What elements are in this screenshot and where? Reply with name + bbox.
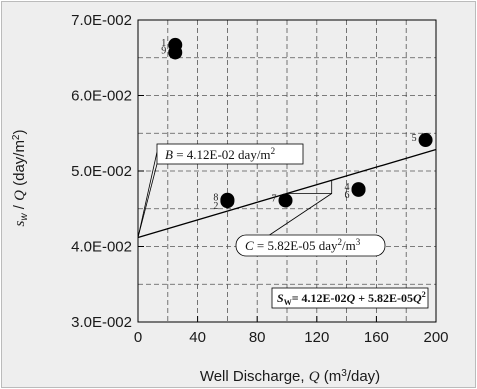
x-tick-label: 160 (364, 329, 389, 346)
x-tick-label: 0 (134, 329, 142, 346)
data-point-label: 7 (272, 193, 277, 204)
x-tick-label: 200 (423, 329, 448, 346)
y-axis-label-s: s (12, 221, 28, 227)
tick-marks (137, 19, 437, 323)
x-axis-label: Well Discharge, Q (m3/day) (200, 368, 380, 385)
y-axis-label-sub: w (19, 213, 30, 221)
c-annotation-var: C (245, 238, 254, 253)
x-axis-label-sup: 3 (341, 368, 347, 379)
c-annotation-text: = 5.82E-05 day (254, 238, 338, 253)
y-tick-label: 6.0E-002 (71, 88, 132, 105)
svg-text:B = 4.12E-02 day/m2: B = 4.12E-02 day/m2 (165, 146, 275, 162)
b-annotation: B = 4.12E-02 day/m2 (156, 143, 304, 165)
data-point (351, 182, 366, 197)
y-tick-label: 3.0E-002 (71, 314, 132, 331)
y-axis-label-unit-open: (day/m (11, 140, 28, 190)
equation-text2: + 5.82E-05 (355, 291, 413, 305)
c-annotation-sup1: 2 (338, 237, 343, 247)
x-tick-label: 40 (189, 329, 206, 346)
svg-text:C = 5.82E-05 day2/m3: C = 5.82E-05 day2/m3 (245, 237, 361, 253)
tick-labels: 0 40 80 120 160 200 3.0E-002 4.0E-002 5.0E-002 6.… (71, 12, 448, 346)
b-annotation-var: B (165, 147, 173, 162)
x-tick-label: 120 (304, 329, 329, 346)
y-tick-label: 4.0E-002 (71, 239, 132, 256)
equation-s: S (277, 291, 284, 305)
equation-q1: Q (347, 291, 356, 305)
b-annotation-sup: 2 (271, 146, 276, 156)
x-axis-label-unit-open: (m (320, 368, 342, 385)
b-annotation-text: = 4.12E-02 day/m (173, 147, 271, 162)
x-axis-label-prefix: Well Discharge, (200, 368, 309, 385)
data-point (168, 45, 183, 60)
equation-q2: Q (413, 291, 422, 305)
equation-text1: = 4.12E-02 (292, 291, 347, 305)
equation-sup: 2 (422, 290, 426, 299)
data-point-label: 2 (213, 201, 218, 212)
svg-text:SW= 4.12E-02Q + 5.82E-05Q2: SW= 4.12E-02Q + 5.82E-05Q2 (277, 290, 426, 307)
y-axis-label-sup: 2 (11, 134, 22, 140)
y-axis-label-slash: / (11, 201, 28, 214)
data-point-label: 6 (345, 190, 350, 201)
y-tick-label: 5.0E-002 (71, 163, 132, 180)
y-axis-label: sw / Q (day/m2) (11, 129, 30, 226)
c-annotation-sup2: 3 (356, 237, 361, 247)
data-point (278, 193, 293, 208)
x-axis-label-var: Q (309, 369, 320, 385)
c-annotation: C = 5.82E-05 day2/m3 (235, 234, 386, 257)
y-axis-label-unit-close: ) (11, 129, 28, 134)
c-annotation-mid: /m (342, 238, 356, 253)
x-tick-label: 80 (249, 329, 266, 346)
data-point-label: 5 (412, 133, 417, 144)
equation-annotation: SW= 4.12E-02Q + 5.82E-05Q2 (271, 287, 429, 309)
data-point-label: 4 (345, 182, 350, 193)
data-point-label: 8 (213, 193, 218, 204)
c-annotation-leader (267, 193, 332, 237)
data-point (418, 133, 433, 148)
data-point-label: 1 (161, 38, 166, 49)
y-tick-label: 7.0E-002 (71, 12, 132, 29)
b-annotation-leader (137, 151, 158, 238)
data-point (220, 194, 235, 209)
data-point-label: 9 (161, 45, 166, 56)
x-axis-label-unit-close: /day) (347, 368, 380, 385)
equation-sub: W (284, 298, 292, 307)
b-annotation-leader (137, 163, 158, 238)
grid (138, 20, 436, 322)
y-axis-label-var: Q (12, 190, 28, 201)
